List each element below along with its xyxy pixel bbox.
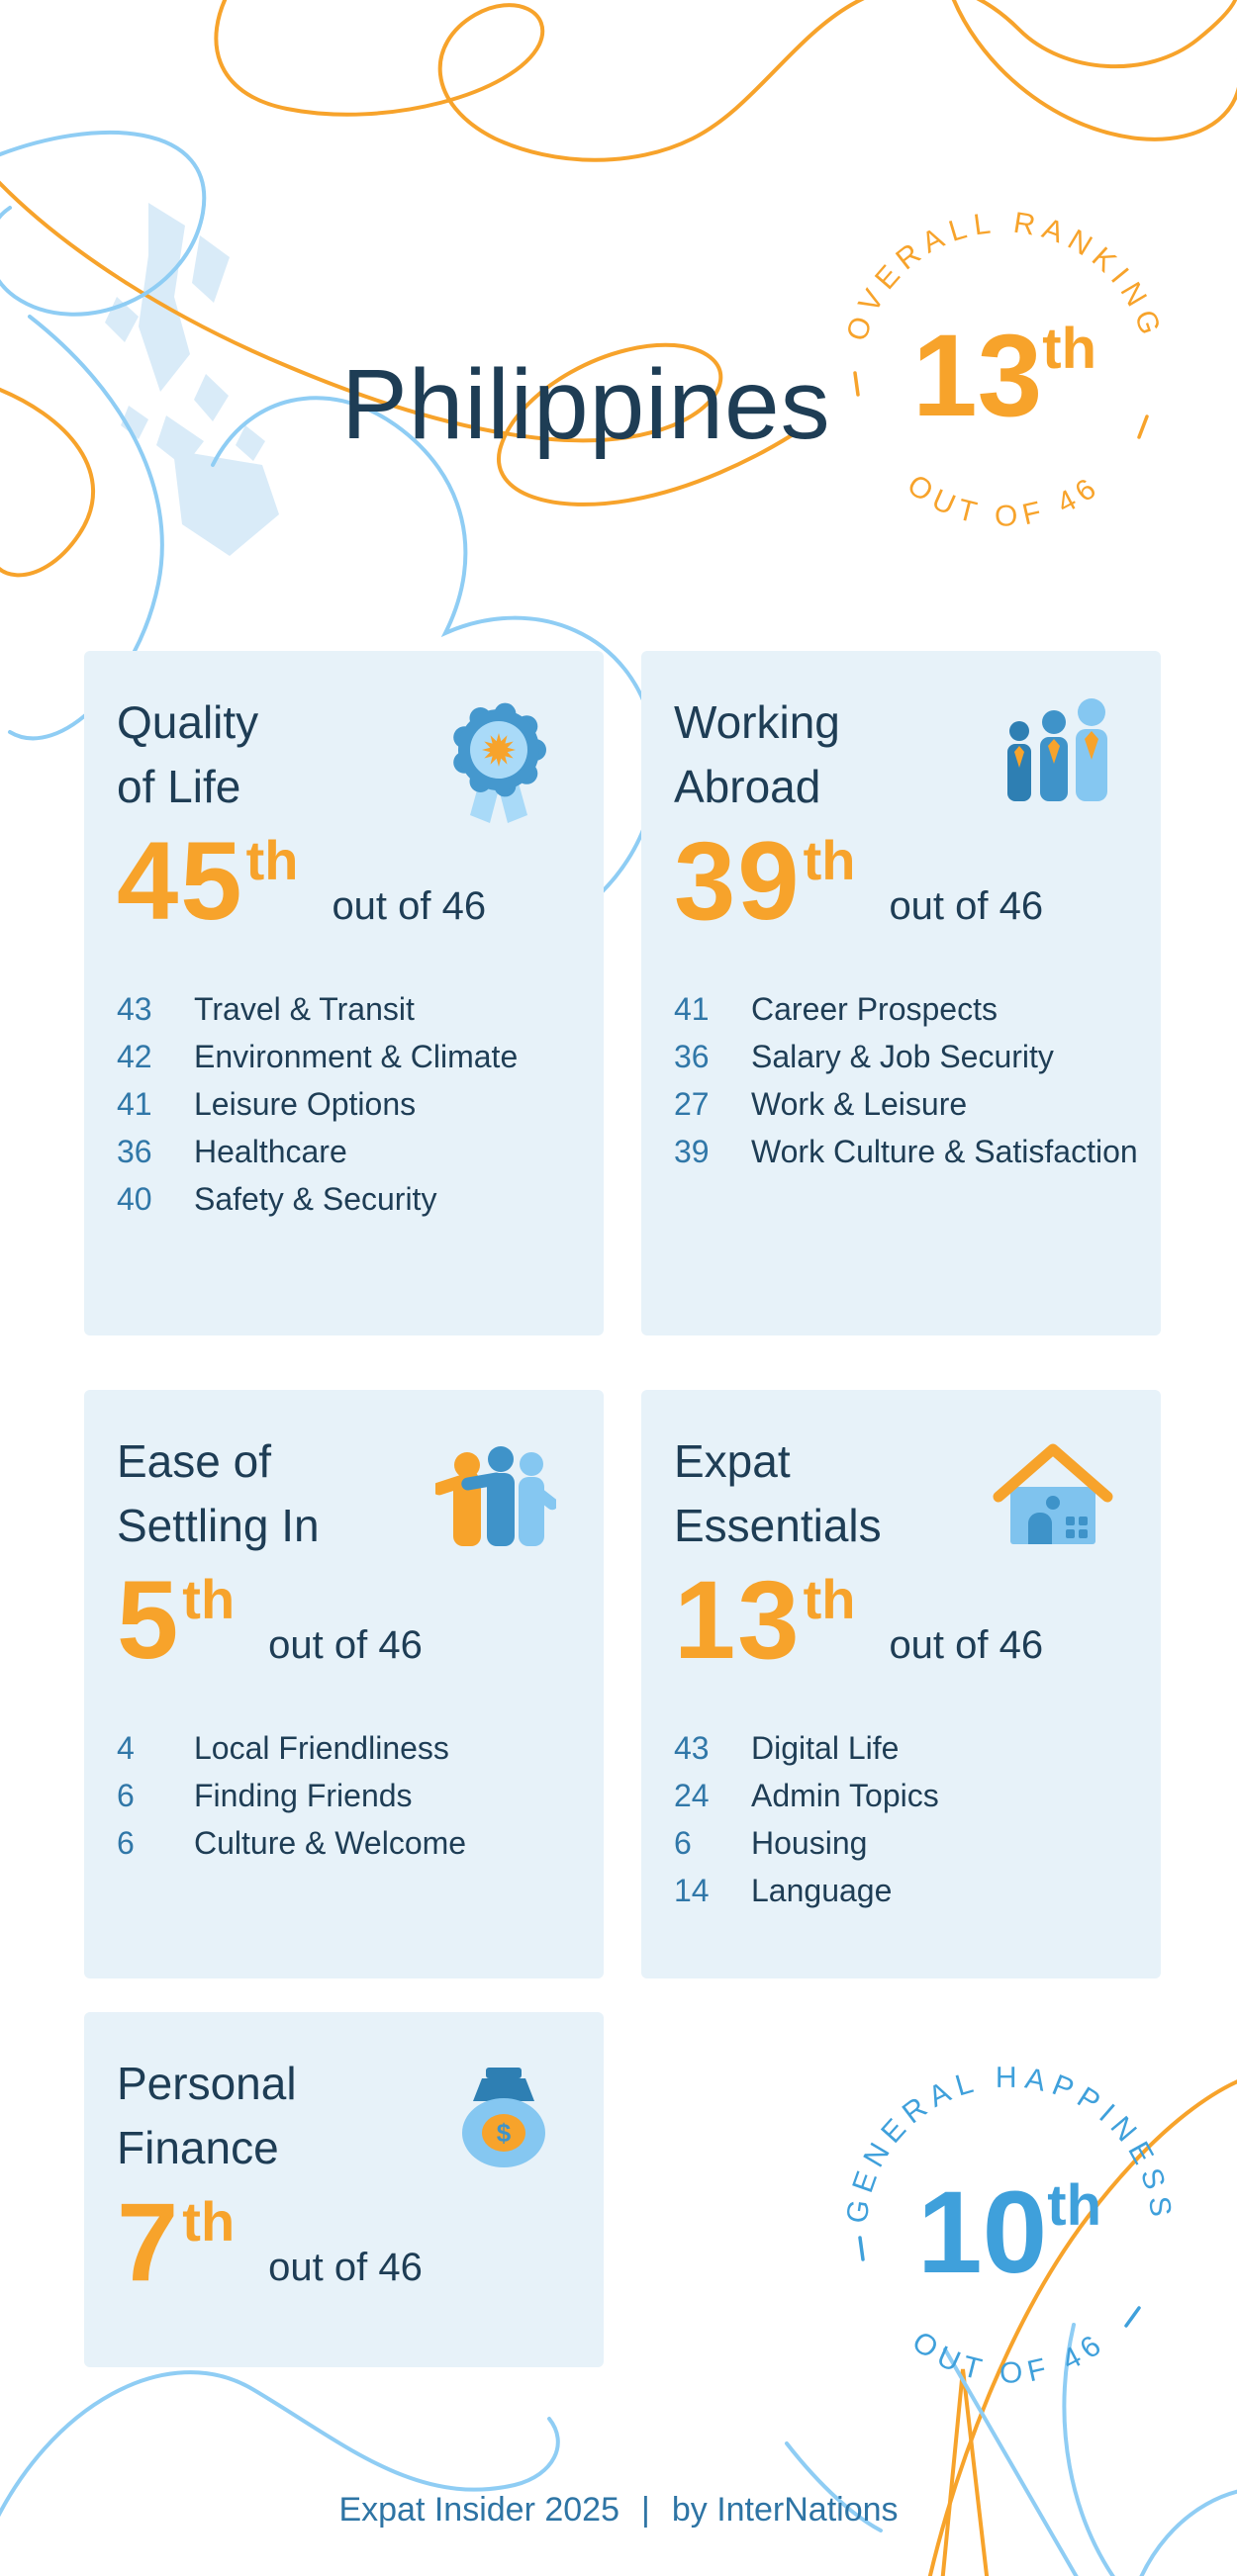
rank-out-of: out of 46 (332, 884, 487, 928)
rank-number: 13 (674, 1558, 802, 1682)
overall-ranking-badge: OVERALL RANKING OUT OF 46 13th (840, 207, 1161, 533)
friends-arm-in-arm-icon (435, 1446, 556, 1546)
card-working-abroad: Working Abroad 39th out of 46 41 Career Pr… (641, 651, 1161, 1335)
card-title: Quality of Life (117, 696, 259, 812)
rank-out-of: out of 46 (889, 1623, 1044, 1667)
card-personal-finance: Personal Finance $ 7th out of 46 (84, 2012, 604, 2367)
rank-out-of: out of 46 (268, 1623, 423, 1667)
rank-number: 39 (674, 819, 802, 943)
metric-row: 41 Leisure Options (117, 1086, 417, 1122)
card-rank: 39th out of 46 (674, 817, 1043, 945)
happiness-rank-number: 10th (917, 2167, 1101, 2298)
metric-row: 6 Housing (674, 1825, 868, 1861)
money-bag-icon: $ (462, 2068, 545, 2167)
general-happiness-badge: GENERAL HAPPINESS OUT OF 46 10th (841, 2062, 1172, 2390)
badge-dash (1124, 2306, 1141, 2328)
card-rank: 5th out of 46 (117, 1556, 423, 1684)
metric-row: 6 Culture & Welcome (117, 1825, 467, 1861)
happiness-badge-bottom-arc: OUT OF 46 (906, 2325, 1112, 2389)
metric-row: 24 Admin Topics (674, 1778, 939, 1813)
metric-list: 43 Digital Life 24 Admin Topics 6 Housing 1… (674, 1724, 1141, 1914)
rank-out-of: out of 46 (889, 884, 1044, 928)
badge-dash (858, 2236, 865, 2261)
metric-row: 6 Finding Friends (117, 1778, 413, 1813)
rank-suffix: th (245, 829, 299, 891)
card-rank: 13th out of 46 (674, 1556, 1043, 1684)
metric-row: 40 Safety & Security (117, 1181, 437, 1217)
card-title: Working Abroad (674, 696, 840, 812)
overall-rank-number: 13th (912, 311, 1096, 441)
metric-row: 36 Healthcare (117, 1134, 347, 1169)
card-quality-of-life: Quality of Life 45thout of 46 43 Travel & (84, 651, 604, 1335)
metric-row: 14 Language (674, 1873, 893, 1908)
rank-number: 7 (117, 2180, 181, 2304)
house-icon (993, 1443, 1113, 1544)
metric-row: 27 Work & Leisure (674, 1086, 968, 1122)
page-title: Philippines (341, 349, 831, 460)
footer-survey-name: Expat Insider 2025 (338, 2491, 619, 2529)
award-rosette-icon (453, 702, 546, 823)
svg-text:$: $ (497, 2118, 512, 2148)
badge-dash (1137, 414, 1149, 439)
rank-out-of: out of 46 (268, 2246, 423, 2289)
overall-badge-bottom-arc: OUT OF 46 (902, 468, 1107, 532)
card-title: Personal Finance (117, 2058, 297, 2173)
rank-number: 45 (117, 819, 244, 943)
metric-row: 4 Local Friendliness (117, 1730, 449, 1766)
metric-row: 42 Environment & Climate (117, 1039, 519, 1074)
metric-list: 43 Travel & Transit 42 Environment & Clima… (117, 985, 584, 1223)
rank-suffix: th (182, 2190, 236, 2253)
metric-list: 41 Career Prospects 36 Salary & Job Securi… (674, 985, 1141, 1175)
rank-suffix: th (182, 1568, 236, 1630)
card-title: Ease of Settling In (117, 1435, 320, 1551)
philippines-map-silhouette (105, 203, 279, 556)
card-title: Expat Essentials (674, 1435, 882, 1551)
card-rank: 45th out of 46 (117, 817, 486, 945)
card-rank: 7th out of 46 (117, 2178, 423, 2306)
card-ease-of-settling-in: Ease of Settling In 5th out of 46 (84, 1390, 604, 1978)
card-expat-essentials: Expat Essentials 13th out of 46 43 Digital… (641, 1390, 1161, 1978)
rank-suffix: th (803, 1568, 856, 1630)
badge-dash (853, 371, 860, 397)
footer-divider: | (641, 2491, 650, 2529)
footer: Expat Insider 2025 | by InterNations (0, 2491, 1237, 2530)
people-bar-growth-icon (1007, 698, 1107, 801)
metric-row: 41 Career Prospects (674, 991, 998, 1027)
rank-number: 5 (117, 1558, 181, 1682)
metric-row: 36 Salary & Job Security (674, 1039, 1054, 1074)
footer-brand: by InterNations (671, 2491, 899, 2529)
metric-list: 4 Local Friendliness 6 Finding Friends 6 Cu… (117, 1724, 584, 1867)
metric-row: 43 Digital Life (674, 1730, 900, 1766)
metric-row: 43 Travel & Transit (117, 991, 415, 1027)
rank-suffix: th (803, 829, 856, 891)
metric-row: 39 Work Culture & Satisfaction (674, 1134, 1138, 1169)
